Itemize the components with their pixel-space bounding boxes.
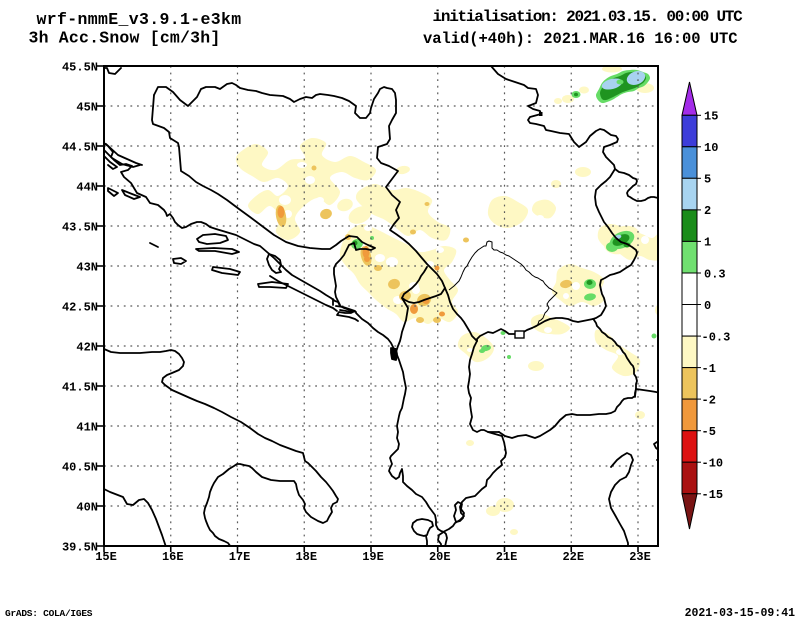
svg-text:17E: 17E bbox=[229, 550, 251, 564]
svg-text:3h Acc.Snow [cm/3h]: 3h Acc.Snow [cm/3h] bbox=[29, 29, 221, 48]
svg-text:22E: 22E bbox=[562, 550, 584, 564]
svg-text:45N: 45N bbox=[76, 101, 98, 115]
svg-text:-0.3: -0.3 bbox=[702, 330, 731, 344]
svg-text:44N: 44N bbox=[76, 181, 98, 195]
svg-text:16E: 16E bbox=[162, 550, 184, 564]
svg-text:39.5N: 39.5N bbox=[62, 541, 98, 555]
svg-text:-10: -10 bbox=[702, 457, 724, 471]
svg-text:41N: 41N bbox=[76, 421, 98, 435]
svg-text:19E: 19E bbox=[362, 550, 384, 564]
svg-text:15: 15 bbox=[704, 110, 718, 124]
svg-text:wrf-nmmE_v3.9.1-e3km: wrf-nmmE_v3.9.1-e3km bbox=[37, 10, 242, 29]
svg-text:15E: 15E bbox=[95, 550, 117, 564]
svg-text:0: 0 bbox=[704, 299, 711, 313]
svg-text:-1: -1 bbox=[702, 362, 716, 376]
svg-text:20E: 20E bbox=[429, 550, 451, 564]
svg-text:2: 2 bbox=[704, 204, 711, 218]
svg-text:45.5N: 45.5N bbox=[62, 61, 98, 75]
svg-text:43N: 43N bbox=[76, 261, 98, 275]
svg-text:41.5N: 41.5N bbox=[62, 381, 98, 395]
svg-text:40.5N: 40.5N bbox=[62, 461, 98, 475]
svg-text:23E: 23E bbox=[629, 550, 651, 564]
svg-text:0.3: 0.3 bbox=[704, 267, 726, 281]
svg-text:GrADS: COLA/IGES: GrADS: COLA/IGES bbox=[5, 608, 93, 618]
svg-text:42.5N: 42.5N bbox=[62, 301, 98, 315]
svg-text:2021-03-15-09:41: 2021-03-15-09:41 bbox=[685, 607, 796, 618]
svg-text:43.5N: 43.5N bbox=[62, 221, 98, 235]
svg-text:44.5N: 44.5N bbox=[62, 141, 98, 155]
svg-text:10: 10 bbox=[704, 141, 718, 155]
svg-text:-5: -5 bbox=[702, 425, 716, 439]
svg-text:42N: 42N bbox=[76, 341, 98, 355]
svg-text:-15: -15 bbox=[702, 488, 724, 502]
svg-text:5: 5 bbox=[704, 173, 711, 187]
svg-text:-2: -2 bbox=[702, 393, 716, 407]
svg-text:18E: 18E bbox=[295, 550, 317, 564]
svg-text:40N: 40N bbox=[76, 501, 98, 515]
svg-text:21E: 21E bbox=[496, 550, 518, 564]
svg-text:1: 1 bbox=[704, 236, 711, 250]
svg-text:valid(+40h): 2021.MAR.16 16:00: valid(+40h): 2021.MAR.16 16:00 UTC bbox=[423, 30, 738, 48]
svg-text:initialisation: 2021.03.15. 0: initialisation: 2021.03.15. 00:00 UTC bbox=[433, 8, 744, 26]
